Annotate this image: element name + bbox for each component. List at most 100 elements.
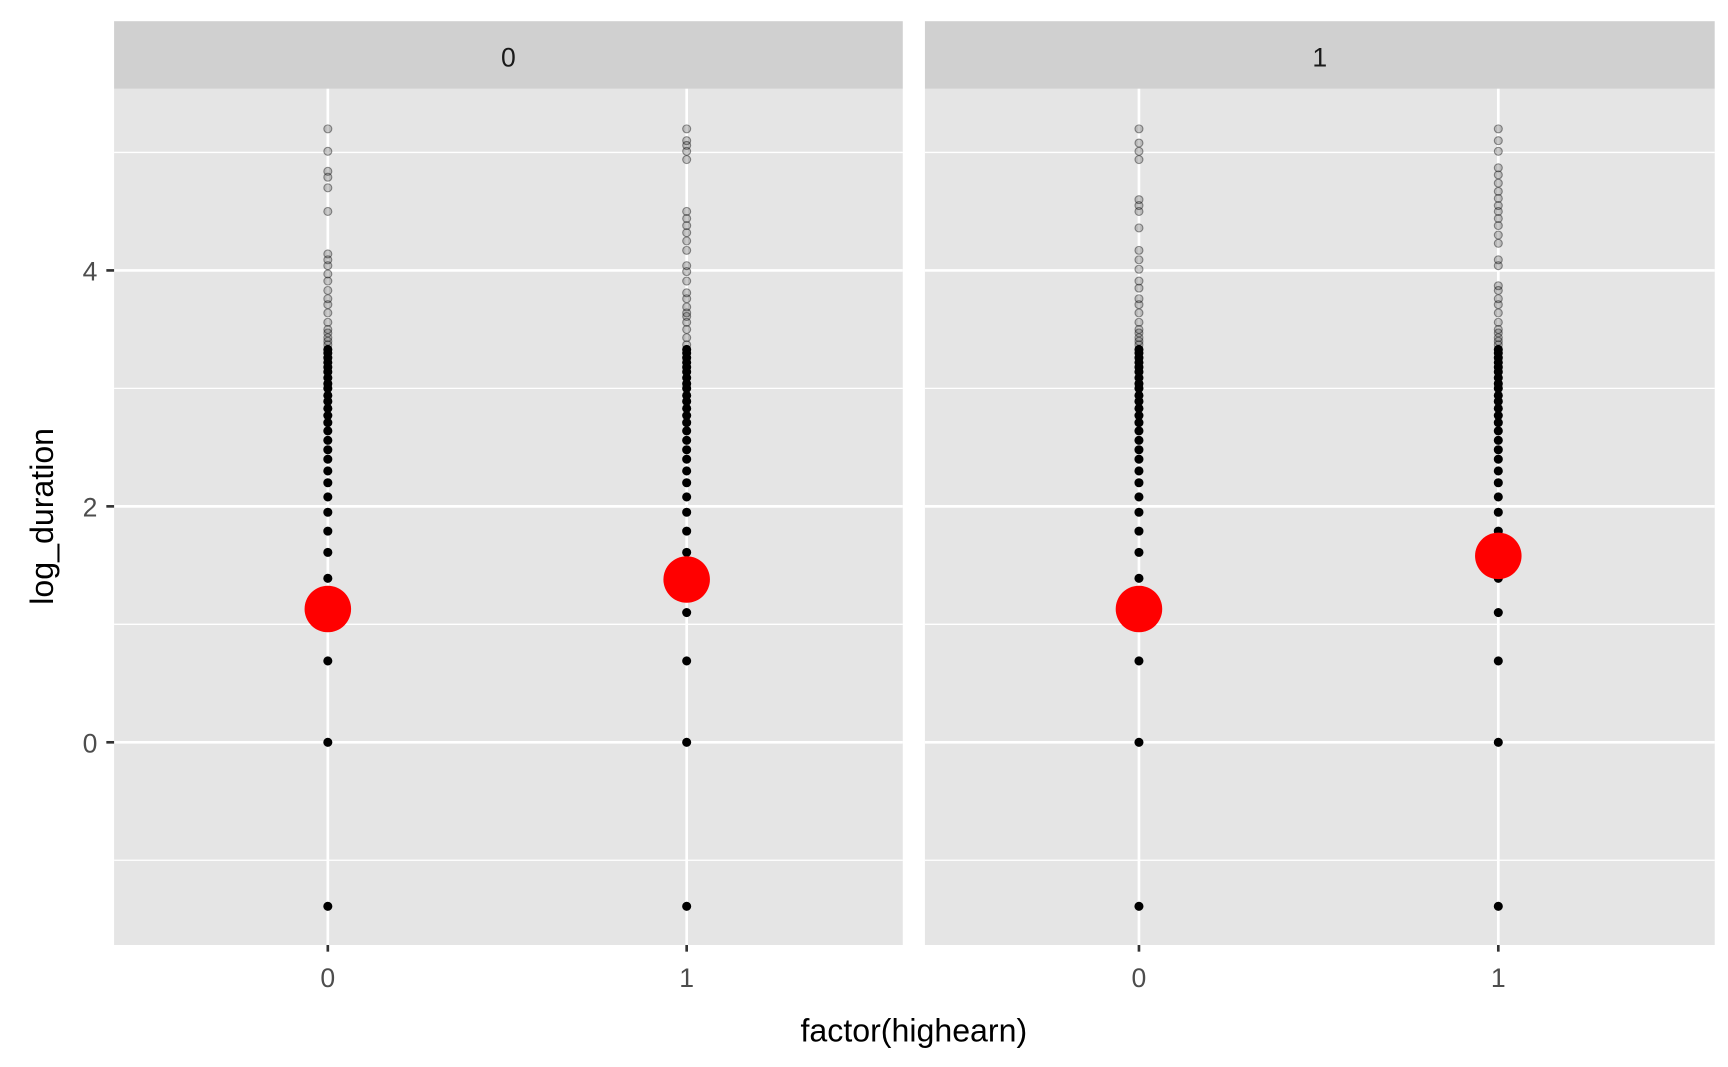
mean-point	[1115, 585, 1163, 633]
data-point	[1493, 300, 1503, 310]
data-point	[1493, 317, 1503, 327]
facet-strip	[924, 21, 1715, 89]
data-point	[323, 466, 333, 476]
data-point	[1493, 445, 1503, 455]
data-point	[1134, 308, 1144, 318]
data-point	[323, 294, 333, 304]
data-point	[1493, 200, 1503, 211]
data-point	[323, 261, 333, 271]
data-point	[1493, 170, 1503, 180]
data-point	[1493, 308, 1503, 318]
data-point	[1134, 507, 1144, 517]
data-point	[1493, 737, 1503, 747]
data-point	[682, 302, 692, 312]
x-tick-label: 0	[1132, 963, 1147, 993]
data-point	[1134, 454, 1144, 464]
data-point	[323, 333, 333, 343]
data-point	[1134, 294, 1144, 304]
data-point	[682, 276, 692, 286]
data-point	[1493, 336, 1503, 346]
data-point	[1134, 195, 1144, 205]
data-point	[323, 737, 333, 747]
data-point	[1493, 901, 1503, 911]
data-point	[1134, 492, 1144, 502]
data-point	[682, 206, 692, 216]
data-point	[682, 154, 692, 165]
data-point	[682, 228, 692, 238]
data-point	[1134, 737, 1144, 747]
data-point	[682, 435, 692, 445]
data-point	[682, 526, 692, 536]
data-point	[323, 492, 333, 502]
data-point	[1134, 344, 1144, 355]
data-point	[1493, 294, 1503, 304]
data-point	[323, 269, 333, 279]
data-point	[682, 454, 692, 464]
data-point	[323, 507, 333, 517]
data-point	[323, 454, 333, 464]
data-point	[1493, 186, 1503, 196]
x-tick-label: 1	[1491, 963, 1506, 993]
facet-panel-0: 0 0 1	[114, 21, 903, 993]
data-point	[323, 166, 333, 176]
data-point	[1134, 526, 1144, 536]
mean-point	[663, 556, 710, 603]
data-point	[1493, 656, 1503, 666]
x-tick-label: 0	[320, 963, 335, 993]
data-point	[1134, 223, 1144, 233]
data-point	[1493, 230, 1503, 240]
data-point	[682, 507, 692, 517]
data-point	[1134, 573, 1144, 583]
data-point	[323, 656, 333, 666]
data-point	[682, 308, 692, 318]
data-point	[1493, 607, 1503, 618]
data-point	[1493, 466, 1503, 476]
data-point	[1493, 261, 1503, 271]
data-point	[1134, 200, 1144, 211]
data-point	[323, 308, 333, 318]
data-point	[682, 317, 692, 327]
data-point	[323, 526, 333, 536]
data-point	[1493, 206, 1503, 216]
mean-point	[304, 585, 352, 633]
data-point	[1134, 206, 1144, 216]
data-point	[323, 573, 333, 583]
data-point	[1493, 478, 1503, 488]
data-point	[323, 547, 333, 557]
data-point	[682, 245, 692, 255]
data-point	[1493, 238, 1503, 248]
facet-strip-label: 0	[501, 43, 516, 73]
data-point	[1134, 255, 1144, 265]
data-point	[1493, 136, 1503, 146]
data-point	[1134, 336, 1144, 346]
panel-background	[114, 88, 903, 946]
data-point	[323, 172, 333, 182]
data-point	[1493, 178, 1503, 188]
data-point	[323, 328, 333, 338]
data-point	[682, 136, 692, 146]
data-point	[323, 426, 333, 436]
data-point	[682, 547, 692, 557]
data-point	[1493, 281, 1503, 291]
x-tick-label: 1	[679, 963, 694, 993]
data-point	[323, 206, 333, 216]
x-axis-title: factor(highearn)	[801, 1012, 1028, 1048]
data-point	[1134, 154, 1144, 165]
data-point	[682, 492, 692, 502]
data-point	[1493, 435, 1503, 445]
data-point	[1134, 466, 1144, 476]
data-point	[1134, 340, 1144, 350]
data-point	[1493, 492, 1503, 502]
data-point	[323, 249, 333, 259]
data-point	[323, 255, 333, 265]
y-axis-title: log_duration	[24, 428, 60, 605]
data-point	[1493, 454, 1503, 464]
data-point	[1134, 245, 1144, 255]
data-point	[323, 435, 333, 445]
data-point	[1134, 317, 1144, 327]
y-tick-label: 2	[83, 492, 98, 522]
data-point	[1134, 478, 1144, 488]
data-point	[1134, 901, 1144, 911]
data-point	[682, 261, 692, 271]
